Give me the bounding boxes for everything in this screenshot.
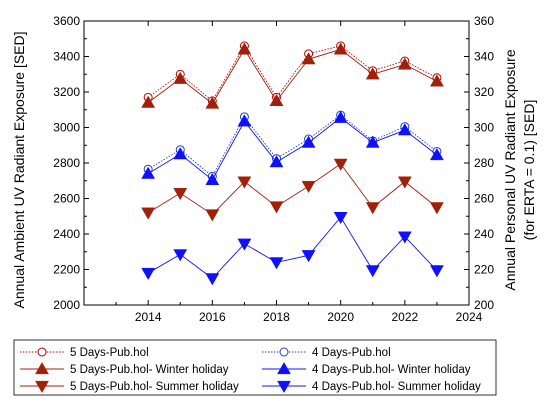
data-point: [205, 273, 220, 286]
series-3: [141, 158, 444, 222]
data-point: [397, 176, 412, 189]
series-line: [147, 48, 438, 105]
legend-label: 4 Days-Pub.hol: [312, 347, 391, 359]
data-point: [397, 231, 412, 244]
y-right-tick-label: 320: [474, 85, 494, 99]
y-left-tick-label: 3600: [53, 14, 80, 28]
legend-swatch-marker: [277, 380, 291, 394]
data-point: [205, 172, 220, 185]
data-point: [141, 267, 156, 281]
data-point: [333, 110, 348, 123]
legend-swatch-marker: [277, 361, 291, 375]
legend-item: 4 Days-Pub.hol- Winter holiday: [262, 361, 471, 376]
y-axis-right-label-line1: Annual Personal UV Radiant Exposure: [502, 49, 518, 290]
series-line: [147, 163, 438, 216]
legend-label: 4 Days-Pub.hol- Winter holiday: [312, 364, 471, 376]
data-point: [141, 95, 156, 108]
data-point: [429, 202, 444, 215]
y-right-tick-label: 300: [474, 121, 494, 135]
data-point: [173, 249, 188, 262]
legend-label: 5 Days-Pub.hol: [70, 347, 149, 359]
series-6: [141, 212, 444, 286]
data-point: [205, 96, 220, 109]
data-point: [173, 147, 188, 160]
y-right-tick-label: 200: [474, 298, 494, 312]
data-point: [205, 209, 220, 222]
y-right-tick-label: 340: [474, 50, 494, 64]
x-tick-label: 2018: [263, 310, 290, 324]
data-point: [365, 67, 380, 80]
data-point: [301, 135, 316, 148]
y-left-tick-label: 3200: [53, 85, 80, 99]
data-point: [269, 155, 284, 168]
data-point: [269, 201, 284, 214]
legend-item: 5 Days-Pub.hol- Winter holiday: [20, 361, 229, 376]
legend-swatch-marker: [279, 347, 289, 357]
series-line: [147, 117, 438, 181]
x-tick-label: 2024: [456, 310, 483, 324]
series-1: [143, 41, 442, 106]
series-line: [147, 44, 438, 102]
data-point: [301, 52, 316, 65]
data-point: [237, 114, 252, 127]
legend-label: 4 Days-Pub.hol- Summer holiday: [312, 381, 481, 393]
data-point: [429, 265, 444, 278]
data-point: [429, 74, 444, 87]
series-line: [147, 114, 438, 178]
y-left-tick-label: 2200: [53, 263, 80, 277]
legend-box: [13, 339, 497, 396]
y-axis-right-label-line2: (for ERTA = 0.1) [SED]: [521, 100, 537, 241]
data-point: [269, 93, 284, 106]
data-point: [333, 212, 348, 225]
legend-item: 5 Days-Pub.hol: [20, 347, 149, 359]
series-5: [141, 110, 444, 185]
data-point: [301, 250, 316, 263]
legend-swatch-marker: [35, 361, 49, 375]
data-point: [365, 265, 380, 278]
data-point: [173, 188, 188, 201]
series-4: [143, 110, 442, 181]
data-point: [333, 42, 348, 55]
data-point: [365, 135, 380, 148]
x-tick-label: 2016: [199, 310, 226, 324]
data-point: [237, 238, 252, 251]
x-tick-label: 2022: [391, 310, 418, 324]
data-point: [397, 123, 412, 136]
data-point: [237, 176, 252, 189]
y-axis-left-label: Annual Ambient UV Radiant Exposure [SED]: [11, 31, 27, 308]
legend-swatch-marker: [35, 380, 49, 394]
y-right-tick-label: 260: [474, 192, 494, 206]
data-point: [397, 57, 412, 70]
y-left-tick-label: 3400: [53, 50, 80, 64]
y-left-tick-label: 2400: [53, 227, 80, 241]
data-point: [237, 42, 252, 55]
y-right-tick-label: 220: [474, 263, 494, 277]
y-left-tick-label: 2000: [53, 298, 80, 312]
legend-item: 4 Days-Pub.hol- Summer holiday: [262, 380, 481, 394]
y-left-tick-label: 2600: [53, 192, 80, 206]
y-right-tick-label: 240: [474, 227, 494, 241]
legend-label: 5 Days-Pub.hol- Summer holiday: [70, 381, 239, 393]
x-tick-label: 2014: [135, 310, 162, 324]
y-right-tick-label: 280: [474, 156, 494, 170]
y-left-tick-label: 3000: [53, 121, 80, 135]
legend-item: 5 Days-Pub.hol- Summer holiday: [20, 380, 239, 394]
data-point: [429, 148, 444, 161]
data-point: [173, 71, 188, 84]
y-right-tick-label: 360: [474, 14, 494, 28]
legend-swatch-marker: [37, 347, 47, 357]
series-line: [147, 216, 438, 279]
data-point: [141, 166, 156, 179]
data-point: [365, 202, 380, 215]
data-point: [333, 158, 348, 171]
data-point: [301, 180, 316, 194]
data-point: [269, 257, 284, 270]
series-2: [141, 42, 444, 109]
y-left-tick-label: 2800: [53, 156, 80, 170]
data-point: [141, 207, 156, 220]
legend-label: 5 Days-Pub.hol- Winter holiday: [70, 364, 229, 376]
legend-item: 4 Days-Pub.hol: [262, 347, 391, 359]
x-tick-label: 2020: [327, 310, 354, 324]
